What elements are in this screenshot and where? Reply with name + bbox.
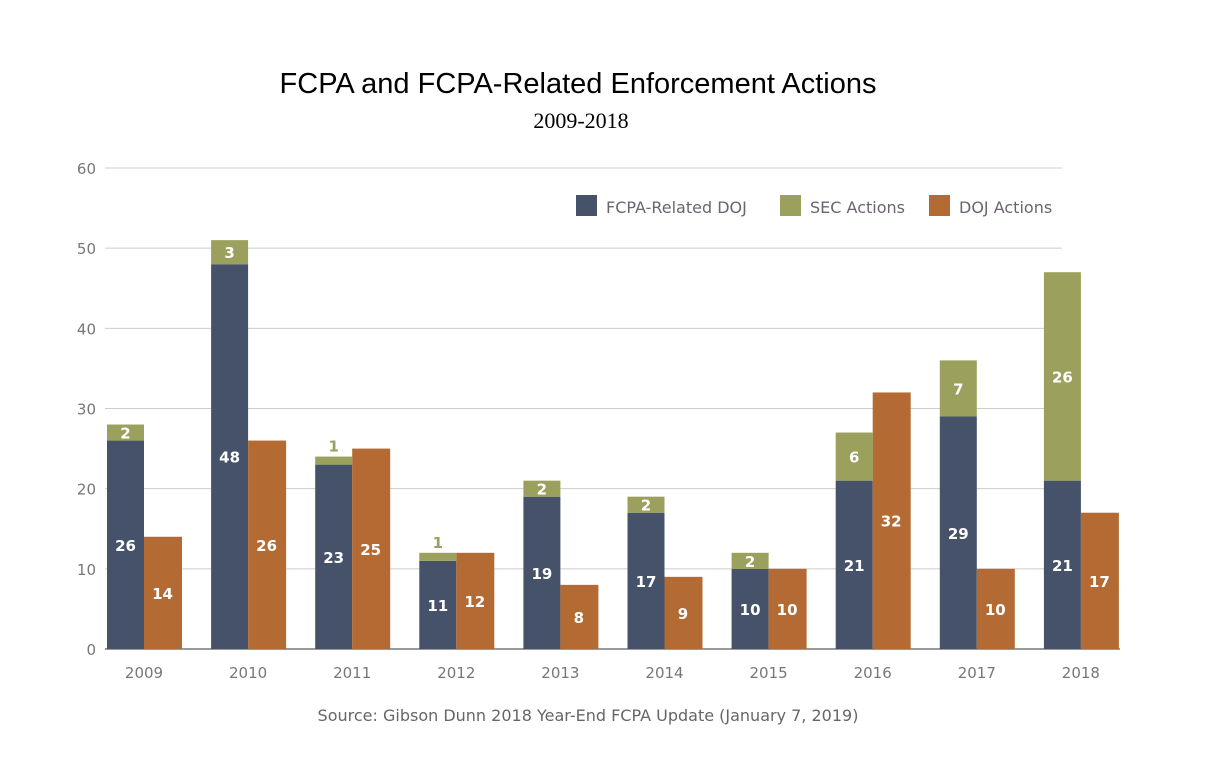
x-tick-label: 2017 [958, 664, 996, 682]
data-label: 3 [224, 244, 234, 262]
data-label: 17 [636, 573, 657, 591]
bar-sec-actions [419, 552, 457, 561]
bar-fcpa-related-doj [419, 560, 457, 649]
bar-sec-actions [731, 552, 769, 569]
bar-fcpa-related-doj [627, 512, 665, 649]
x-tick-label: 2012 [437, 664, 475, 682]
data-label: 2 [641, 497, 651, 515]
bar-doj-actions [664, 576, 703, 649]
legend-label: DOJ Actions [959, 198, 1052, 217]
bar-doj-actions [872, 392, 911, 649]
y-tick-label: 30 [77, 401, 96, 419]
data-label: 6 [849, 449, 859, 467]
data-label: 2 [120, 425, 130, 443]
chart-source: Source: Gibson Dunn 2018 Year-End FCPA U… [318, 706, 859, 725]
bar-fcpa-related-doj [107, 440, 144, 649]
data-label: 1 [328, 438, 338, 456]
data-label: 48 [219, 449, 240, 467]
data-label: 12 [464, 593, 485, 611]
bar-fcpa-related-doj [1043, 480, 1081, 649]
x-tick-label: 2013 [541, 664, 579, 682]
data-label: 8 [574, 609, 584, 627]
bar-fcpa-related-doj [835, 480, 873, 649]
legend-swatch [929, 195, 950, 216]
chart-title: FCPA and FCPA-Related Enforcement Action… [280, 68, 877, 100]
bar-sec-actions [107, 424, 144, 441]
y-tick-label: 0 [86, 641, 96, 659]
data-label: 17 [1089, 573, 1110, 591]
data-label: 1 [433, 534, 443, 552]
x-tick-label: 2010 [229, 664, 267, 682]
data-label: 10 [985, 601, 1006, 619]
legend-swatch [576, 195, 597, 216]
bar-sec-actions [523, 480, 561, 497]
y-tick-label: 40 [77, 320, 96, 338]
data-label: 2 [537, 481, 547, 499]
bar-doj-actions [560, 584, 599, 649]
data-label: 9 [678, 605, 688, 623]
bar-doj-actions [352, 448, 391, 649]
data-label: 29 [948, 525, 969, 543]
legend-label: SEC Actions [810, 198, 905, 217]
bar-sec-actions [835, 432, 873, 481]
bar-fcpa-related-doj [523, 496, 561, 649]
x-tick-label: 2011 [333, 664, 371, 682]
bar-sec-actions [315, 456, 353, 465]
data-label: 26 [115, 537, 136, 555]
y-tick-label: 60 [77, 160, 96, 178]
data-label: 7 [953, 380, 963, 398]
x-tick-label: 2009 [125, 664, 163, 682]
legend-label: FCPA-Related DOJ [606, 198, 747, 217]
bar-doj-actions [1080, 512, 1119, 649]
data-label: 26 [256, 537, 277, 555]
data-label: 19 [531, 565, 552, 583]
data-label: 26 [1052, 368, 1073, 386]
x-tick-label: 2014 [645, 664, 683, 682]
chart-subtitle: 2009-2018 [533, 108, 628, 133]
bar-doj-actions [456, 552, 495, 649]
bar-doj-actions [144, 536, 182, 649]
data-label: 23 [323, 549, 344, 567]
x-tick-label: 2015 [750, 664, 788, 682]
x-tick-label: 2016 [854, 664, 892, 682]
bar-sec-actions [1043, 272, 1081, 481]
data-label: 14 [152, 585, 173, 603]
y-tick-label: 20 [77, 481, 96, 499]
x-tick-label: 2018 [1062, 664, 1100, 682]
data-label: 2 [745, 553, 755, 571]
bar-fcpa-related-doj [939, 416, 977, 649]
bar-sec-actions [939, 360, 977, 417]
bar-fcpa-related-doj [211, 264, 249, 649]
bar-sec-actions [211, 240, 249, 265]
data-label: 21 [1052, 557, 1073, 575]
bar-doj-actions [248, 440, 287, 649]
bar-doj-actions [976, 568, 1015, 649]
legend-swatch [780, 195, 801, 216]
bar-fcpa-related-doj [315, 464, 353, 649]
data-label: 10 [777, 601, 798, 619]
y-tick-label: 50 [77, 240, 96, 258]
y-tick-label: 10 [77, 561, 96, 579]
data-label: 32 [881, 513, 902, 531]
data-label: 11 [427, 597, 448, 615]
data-label: 25 [360, 541, 381, 559]
bar-sec-actions [627, 496, 665, 513]
bar-fcpa-related-doj [731, 568, 769, 649]
data-label: 10 [740, 601, 761, 619]
data-label: 21 [844, 557, 865, 575]
bar-doj-actions [768, 568, 807, 649]
